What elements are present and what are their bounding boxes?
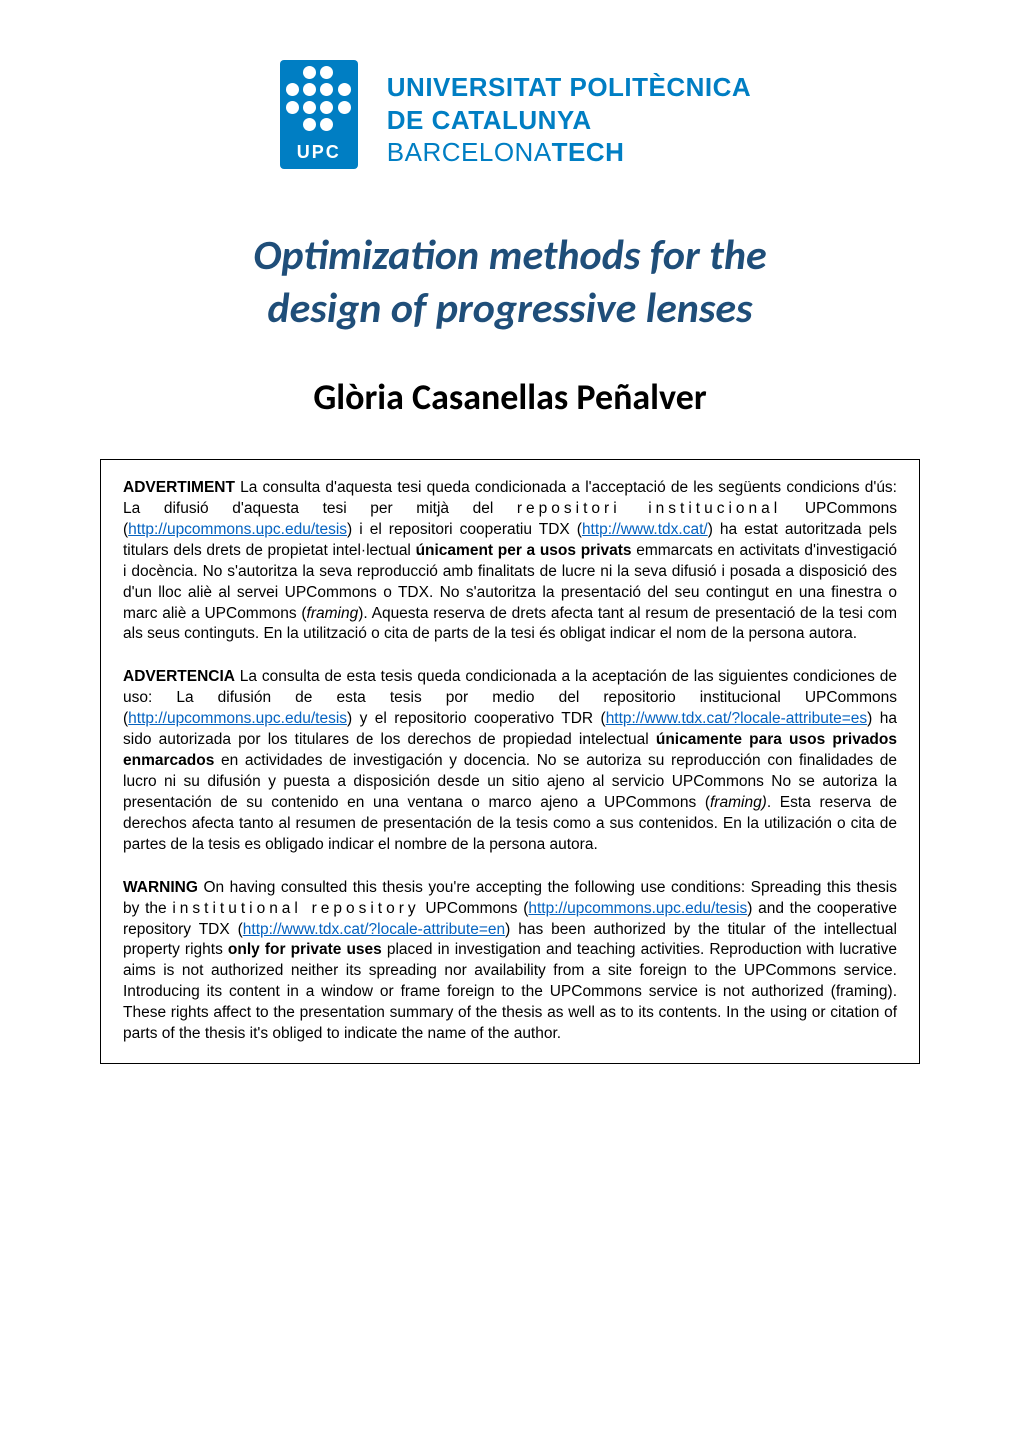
notice-catalan: ADVERTIMENT La consulta d'aquesta tesi q… [123, 478, 897, 645]
notice-box: ADVERTIMENT La consulta d'aquesta tesi q… [100, 459, 920, 1064]
notice-ca-label: ADVERTIMENT [123, 479, 235, 496]
uni-line3: BARCELONATECH [387, 136, 751, 169]
notice-es-italic: framing) [710, 794, 767, 811]
notice-es-link2[interactable]: http://www.tdx.cat/?locale-attribute=es [606, 710, 867, 727]
notice-en-link1[interactable]: http://upcommons.upc.edu/tesis [528, 900, 747, 917]
uni-line3-thin: BARCELONA [387, 137, 552, 167]
uni-line1: UNIVERSITAT POLITÈCNICA [387, 71, 751, 104]
upc-logo-label: UPC [280, 138, 358, 169]
notice-ca-italic: framing [307, 605, 359, 622]
notice-en-bold1: only for private uses [228, 941, 382, 958]
notice-en-label: WARNING [123, 879, 198, 896]
notice-es-label: ADVERTENCIA [123, 668, 235, 685]
notice-ca-bold1: únicament per a usos privats [416, 542, 632, 559]
notice-ca-link1[interactable]: http://upcommons.upc.edu/tesis [128, 521, 347, 538]
notice-en-mid0: UPCommons ( [420, 900, 529, 917]
notice-es-link1[interactable]: http://upcommons.upc.edu/tesis [128, 710, 347, 727]
uni-line2: DE CATALUNYA [387, 104, 751, 137]
notice-ca-spaced: repositori institucional [517, 500, 781, 517]
upc-dots-icon [280, 60, 358, 138]
notice-spanish: ADVERTENCIA La consulta de esta tesis qu… [123, 667, 897, 855]
upc-logo: UPC [269, 60, 369, 180]
thesis-title-line1: Optimization methods for the [253, 230, 766, 281]
thesis-title: Optimization methods for the design of p… [100, 230, 920, 335]
notice-ca-mid2: ) i el repositori cooperatiu TDX ( [347, 521, 582, 538]
notice-english: WARNING On having consulted this thesis … [123, 878, 897, 1045]
notice-ca-link2[interactable]: http://www.tdx.cat/ [582, 521, 708, 538]
notice-es-mid1: ) y el repositorio cooperativo TDR ( [347, 710, 606, 727]
author-name: Glòria Casanellas Peñalver [100, 375, 920, 419]
uni-line3-bold: TECH [552, 137, 625, 167]
thesis-title-line2: design of progressive lenses [267, 283, 752, 334]
header-logo-row: UPC UNIVERSITAT POLITÈCNICA DE CATALUNYA… [100, 60, 920, 180]
university-name: UNIVERSITAT POLITÈCNICA DE CATALUNYA BAR… [387, 71, 751, 169]
notice-en-spaced: institutional repository [172, 900, 419, 917]
notice-en-link2[interactable]: http://www.tdx.cat/?locale-attribute=en [243, 921, 505, 938]
